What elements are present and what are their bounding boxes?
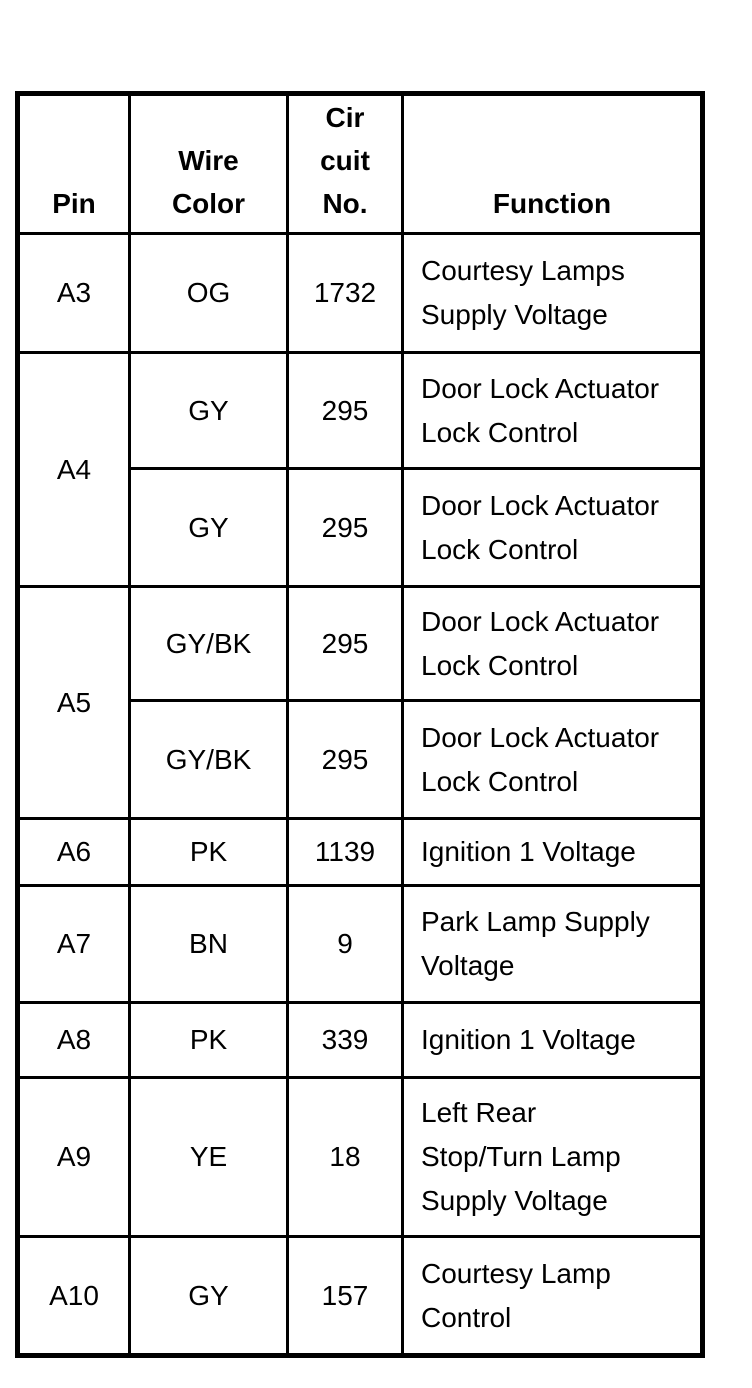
function-cell: Park Lamp Supply Voltage [401,884,704,1004]
wire-color-cell: YE [128,1076,289,1238]
wire-color-cell: GY [128,467,289,588]
table-row-a8: A8 PK 339 Ignition 1 Voltage [16,1001,704,1079]
table-row-a5-1: A5 GY/BK 295 Door Lock Actuator Lock Con… [16,585,704,820]
circuit-no-cell: 18 [286,1076,404,1238]
function-cell: Door Lock Actuator Lock Control [401,585,704,702]
table-row-a4-2: GY 295 Door Lock Actuator Lock Control [18,467,704,588]
circuit-no-cell: 1732 [286,232,404,354]
wire-color-cell: PK [128,817,289,887]
col-header-wire-color: Wire Color [128,92,289,235]
wire-color-cell: BN [128,884,289,1004]
circuit-no-cell: 9 [286,884,404,1004]
circuit-no-cell: 1139 [286,817,404,887]
pin-cell: A9 [16,1076,131,1238]
circuit-no-cell: 295 [286,467,404,588]
pin-cell: A4 [16,351,131,588]
function-cell: Left Rear Stop/Turn Lamp Supply Voltage [401,1076,704,1238]
pin-cell: A3 [16,232,131,354]
pin-cell: A8 [16,1001,131,1079]
wire-color-cell: GY/BK [128,699,289,820]
wire-color-cell: GY/BK [128,585,289,702]
function-cell: Ignition 1 Voltage [401,1001,704,1079]
table-row-a4-1: A4 GY 295 Door Lock Actuator Lock Contro… [16,351,704,588]
circuit-no-cell: 157 [286,1235,404,1357]
pin-cell: A6 [16,817,131,887]
wire-color-cell: PK [128,1001,289,1079]
wire-color-cell: GY [128,1235,289,1357]
function-cell: Courtesy Lamp Control [401,1235,704,1357]
function-cell: Door Lock Actuator Lock Control [401,699,704,820]
col-header-circuit-no: Cir cuit No. [286,92,404,235]
table-row-a9: A9 YE 18 Left Rear Stop/Turn Lamp Supply… [16,1076,704,1238]
wire-color-cell: GY [128,351,289,470]
circuit-no-cell: 339 [286,1001,404,1079]
pin-cell: A5 [16,585,131,820]
circuit-no-cell: 295 [286,585,404,702]
wire-color-cell: OG [128,232,289,354]
table-row-a3: A3 OG 1732 Courtesy Lamps Supply Voltage [16,232,704,354]
connector-pinout-table: Pin Wire Color Cir cuit No. Function A3 … [15,91,705,1358]
circuit-no-cell: 295 [286,699,404,820]
function-cell: Ignition 1 Voltage [401,817,704,887]
pin-cell: A7 [16,884,131,1004]
function-cell: Door Lock Actuator Lock Control [401,351,704,470]
col-header-function: Function [401,92,704,235]
col-header-pin: Pin [16,92,131,235]
circuit-no-cell: 295 [286,351,404,470]
table-row-a7: A7 BN 9 Park Lamp Supply Voltage [16,884,704,1004]
table-row-a10: A10 GY 157 Courtesy Lamp Control [16,1235,704,1357]
function-cell: Courtesy Lamps Supply Voltage [401,232,704,354]
pin-cell: A10 [16,1235,131,1357]
table-row-a5-2: GY/BK 295 Door Lock Actuator Lock Contro… [18,699,704,820]
header-row: Pin Wire Color Cir cuit No. Function [16,92,704,235]
table-row-a6: A6 PK 1139 Ignition 1 Voltage [16,817,704,887]
function-cell: Door Lock Actuator Lock Control [401,467,704,588]
